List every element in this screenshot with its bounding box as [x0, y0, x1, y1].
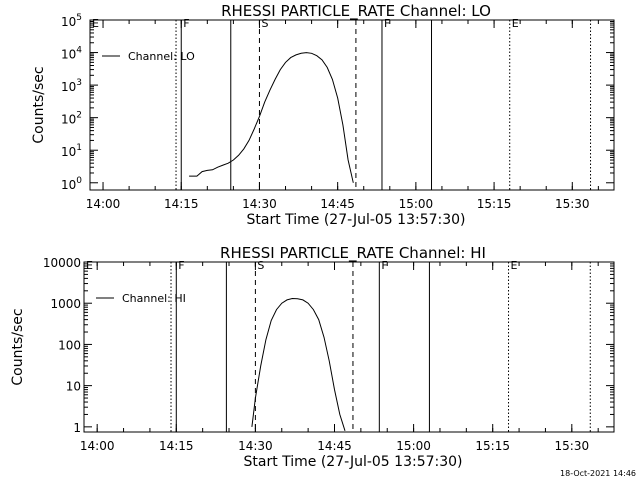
chart-2-x-tick-label-5: 15:00 [396, 439, 431, 453]
chart-1-title: RHESSI PARTICLE_RATE Channel: LO [221, 2, 491, 21]
chart-1-y-tick-label-1: 100 [61, 176, 82, 192]
chart-2-x-tick-label-4: 14:45 [317, 439, 352, 453]
chart-2-marker-label-1: E [86, 259, 93, 272]
chart-1-y-axis-label: Counts/sec [31, 66, 47, 143]
chart-1-y-tick-label-6: 105 [61, 13, 82, 29]
chart-1-axes-frame [89, 19, 615, 191]
chart-2-title: RHESSI PARTICLE_RATE Channel: HI [220, 244, 486, 263]
chart-1-x-tick-label-7: 15:30 [555, 197, 590, 211]
chart-1-marker-label-5: S [261, 17, 268, 30]
chart-1-x-tick-label-3: 14:30 [242, 197, 277, 211]
chart-1-legend-label: Channel: LO [128, 50, 195, 63]
chart-2-axes-frame [83, 261, 615, 433]
chart-1-marker-label-9: E [512, 17, 519, 30]
chart-2-legend-label: Channel: HI [122, 292, 186, 305]
chart-2-x-tick-label-7: 15:30 [555, 439, 590, 453]
chart-2-y-tick-label-3: 100 [58, 338, 81, 352]
chart-1-y-tick-label-3: 102 [61, 111, 82, 127]
chart-1-marker-label-1: E [92, 17, 99, 30]
chart-2-marker-label-3: F [178, 259, 184, 272]
chart-2-x-tick-label-6: 15:15 [475, 439, 510, 453]
chart-2-x-axis-label: Start Time (27-Jul-05 13:57:30) [243, 454, 462, 470]
chart-1-x-axis-label: Start Time (27-Jul-05 13:57:30) [246, 212, 465, 228]
chart-2-y-tick-label-4: 1000 [50, 297, 81, 311]
chart-1-x-tick-label-6: 15:15 [477, 197, 512, 211]
chart-1-x-tick-label-2: 14:15 [164, 197, 199, 211]
chart-2-series-line-1 [251, 297, 346, 431]
chart-1-y-tick-label-2: 101 [61, 143, 82, 159]
chart-1-series-line-1 [189, 52, 354, 183]
chart-2-y-tick-label-5: 10000 [43, 256, 81, 270]
chart-2-x-tick-label-2: 14:15 [159, 439, 194, 453]
chart-2-marker-label-7: F [381, 259, 387, 272]
chart-1-y-tick-label-4: 103 [61, 78, 82, 94]
chart-1-y-tick-label-5: 104 [61, 46, 82, 62]
chart-1-marker-label-7: F [384, 17, 390, 30]
chart-2-x-tick-label-1: 14:00 [80, 439, 115, 453]
chart-1-marker-label-3: F [183, 17, 189, 30]
chart-1-x-tick-label-1: 14:00 [86, 197, 121, 211]
chart-2-marker-label-5: S [257, 259, 264, 272]
chart-2-y-tick-label-1: 1 [73, 421, 81, 435]
footer-timestamp: 18-Oct-2021 14:46 [560, 469, 636, 478]
chart-2-y-tick-label-2: 10 [66, 380, 81, 394]
chart-2-y-axis-label: Counts/sec [10, 308, 26, 385]
chart-1-x-tick-label-5: 15:00 [399, 197, 434, 211]
chart-2-marker-label-9: E [511, 259, 518, 272]
chart-1-x-tick-label-4: 14:45 [320, 197, 355, 211]
chart-2-x-tick-label-3: 14:30 [238, 439, 273, 453]
